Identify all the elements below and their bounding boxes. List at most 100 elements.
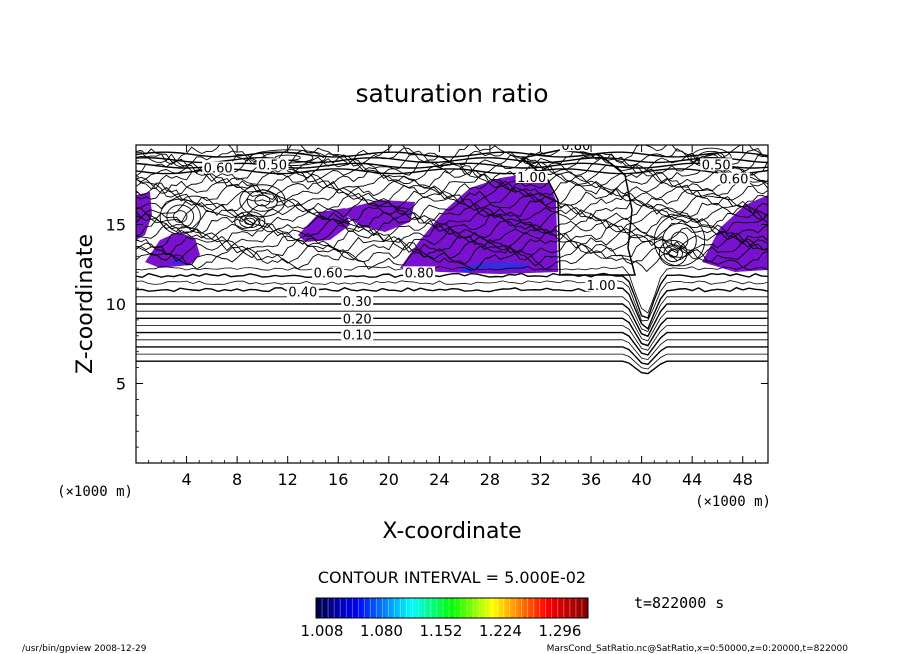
x-unit-right: (×1000 m) xyxy=(695,494,771,510)
contour-label: 0.80 xyxy=(561,139,590,154)
saturated-region-left xyxy=(136,192,152,240)
x-tick-label: 44 xyxy=(682,470,702,489)
x-tick-label: 20 xyxy=(379,470,399,489)
contour-label: 0.60 xyxy=(719,173,748,188)
contour-label: 0.60 xyxy=(204,161,233,176)
contour-label-bg xyxy=(312,266,345,279)
contour-lines-lower xyxy=(136,265,768,375)
contour-line xyxy=(136,180,768,204)
contour-line xyxy=(136,212,768,237)
time-label: t=822000 s xyxy=(634,594,724,612)
contour-labels: 0.100.20 0.30 0.40 0.60 0.80 0.50 0.60 0.80 1.00… xyxy=(202,139,750,343)
contour-line xyxy=(136,286,768,330)
x-tick-label: 32 xyxy=(530,470,550,489)
contour-line xyxy=(136,247,768,273)
y-tick-label: 15 xyxy=(106,216,126,235)
contour-line xyxy=(136,331,768,356)
contour-line xyxy=(136,171,768,196)
plot-area: 0.100.20 0.30 0.40 0.60 0.80 0.50 0.60 0.80 1.00… xyxy=(136,139,768,375)
contour-label-bg xyxy=(202,161,235,174)
contour-line xyxy=(136,346,768,366)
colorbar-tick-label: 1.080 xyxy=(360,622,403,640)
contour-label-bg xyxy=(341,328,374,341)
colorbar-tick-label: 1.152 xyxy=(420,622,463,640)
x-tick-label: 40 xyxy=(631,470,651,489)
contour-swirl xyxy=(663,244,683,263)
colorbar-frame xyxy=(315,597,589,619)
contour-line xyxy=(136,196,768,221)
contour-label: 0.50 xyxy=(258,158,287,173)
colorbar: 1.008 1.080 1.152 1.224 1.296 xyxy=(301,597,589,640)
contour-label: 1.00 xyxy=(517,171,546,186)
contour-label-bg xyxy=(403,266,436,279)
contour-label: 0.10 xyxy=(343,328,372,343)
x-tick-label: 4 xyxy=(181,470,191,489)
contour-line xyxy=(136,218,768,242)
contour-label: 0.80 xyxy=(405,266,434,281)
contour-line xyxy=(136,242,768,267)
contour-label-bg xyxy=(559,145,592,152)
x-tick-label: 36 xyxy=(581,470,601,489)
x-axis: 4 8 12 16 20 24 28 32 36 40 44 48 xyxy=(148,145,756,489)
x-tick-label: 16 xyxy=(328,470,348,489)
colorbar-tick-label: 1.008 xyxy=(301,622,344,640)
contour-line xyxy=(136,151,768,158)
contour-label: 1.00 xyxy=(587,279,616,294)
chart-title: saturation ratio xyxy=(355,79,548,108)
colorbar-tick-label: 1.224 xyxy=(479,622,522,640)
contour-label: 0.30 xyxy=(343,295,372,310)
contour-lines-upper xyxy=(136,145,768,273)
contour-swirl xyxy=(653,214,706,267)
contour-label-bg xyxy=(286,285,319,298)
contour-swirl xyxy=(159,198,201,235)
colorbar-tick-label: 1.296 xyxy=(539,622,582,640)
contour-line xyxy=(136,325,768,351)
contour-line xyxy=(136,280,768,322)
contour-swirl xyxy=(658,239,688,267)
x-axis-label: X-coordinate xyxy=(382,519,521,544)
contour-label: 0.60 xyxy=(314,266,343,281)
contour-interval: CONTOUR INTERVAL = 5.000E-02 xyxy=(318,568,586,587)
contour-label: 0.20 xyxy=(343,312,372,327)
footer-right: MarsCond_SatRatio.nc@SatRatio,x=0:50000,… xyxy=(547,644,849,654)
colorbar-gradient xyxy=(316,598,588,618)
contour-label-bg xyxy=(256,158,289,171)
contour-line xyxy=(136,168,768,175)
contour-label: 0.40 xyxy=(288,285,317,300)
contour-swirl xyxy=(234,211,266,232)
contour-label-bg xyxy=(585,279,618,292)
contour-label-bg xyxy=(700,158,733,171)
contour-line xyxy=(136,147,768,168)
contour-line xyxy=(136,265,768,314)
y-axis-label: Z-coordinate xyxy=(73,234,98,374)
x-tick-label: 28 xyxy=(480,470,500,489)
x-tick-label: 48 xyxy=(733,470,753,489)
contour-swirl xyxy=(662,222,697,258)
contour-label-bg xyxy=(341,295,374,307)
contour-line xyxy=(136,161,768,185)
y-tick-label: 10 xyxy=(106,295,126,314)
contour-label-bg xyxy=(341,312,374,325)
contour-swirl xyxy=(244,217,256,225)
contour-line xyxy=(136,296,768,333)
y-axis: 5 10 15 xyxy=(106,160,768,448)
x-tick-label: 12 xyxy=(278,470,298,489)
contour-line xyxy=(136,317,768,347)
contour-label-bg xyxy=(515,170,548,183)
contour-swirl xyxy=(246,189,278,212)
contour-line xyxy=(136,310,768,342)
contour-line xyxy=(136,339,768,361)
contour-swirl xyxy=(166,204,195,229)
footer-left: /usr/bin/gpview 2008-12-29 xyxy=(22,644,147,654)
contour-line xyxy=(136,177,768,201)
x-tick-label: 24 xyxy=(429,470,449,489)
contour-swirl xyxy=(173,210,188,223)
pocket-1 xyxy=(172,260,182,264)
contour-line xyxy=(136,360,768,375)
x-unit-left: (×1000 m) xyxy=(57,484,133,500)
x-tick-label: 8 xyxy=(232,470,242,489)
contour-swirl xyxy=(239,214,261,229)
contour-line xyxy=(136,162,768,169)
saturated-region-left-lower xyxy=(145,232,200,268)
